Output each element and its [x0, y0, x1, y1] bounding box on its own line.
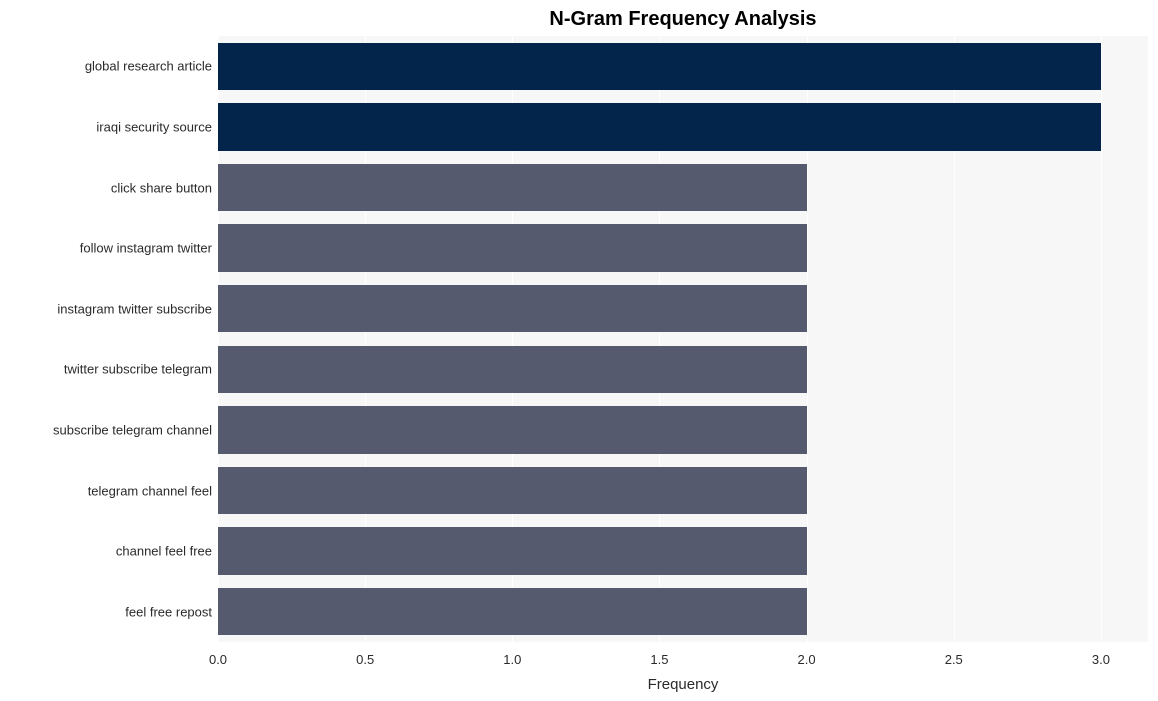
y-tick-label: subscribe telegram channel: [53, 422, 212, 437]
x-tick-label: 3.0: [1092, 652, 1110, 667]
plot-area: 0.00.51.01.52.02.53.0: [218, 36, 1148, 642]
y-tick-label: iraqi security source: [96, 119, 212, 134]
grid-line: [1101, 36, 1102, 642]
x-axis-label: Frequency: [218, 676, 1148, 693]
bar: [218, 346, 807, 393]
bar: [218, 588, 807, 635]
ngram-chart: N-Gram Frequency Analysis 0.00.51.01.52.…: [0, 0, 1158, 701]
bar: [218, 467, 807, 514]
bar: [218, 43, 1101, 90]
y-tick-label: channel feel free: [116, 544, 212, 559]
bar: [218, 285, 807, 332]
bar: [218, 103, 1101, 150]
bar: [218, 527, 807, 574]
x-tick-label: 0.0: [209, 652, 227, 667]
x-tick-label: 0.5: [356, 652, 374, 667]
y-tick-label: feel free repost: [125, 604, 212, 619]
y-tick-label: global research article: [85, 59, 212, 74]
y-tick-label: telegram channel feel: [88, 483, 212, 498]
y-tick-label: follow instagram twitter: [80, 241, 212, 256]
y-tick-label: instagram twitter subscribe: [57, 301, 212, 316]
bar: [218, 406, 807, 453]
y-tick-label: twitter subscribe telegram: [64, 362, 212, 377]
x-tick-label: 2.0: [798, 652, 816, 667]
x-tick-label: 2.5: [945, 652, 963, 667]
chart-title: N-Gram Frequency Analysis: [218, 8, 1148, 31]
y-tick-label: click share button: [111, 180, 212, 195]
x-tick-label: 1.0: [503, 652, 521, 667]
bar: [218, 164, 807, 211]
bar: [218, 224, 807, 271]
x-tick-label: 1.5: [650, 652, 668, 667]
